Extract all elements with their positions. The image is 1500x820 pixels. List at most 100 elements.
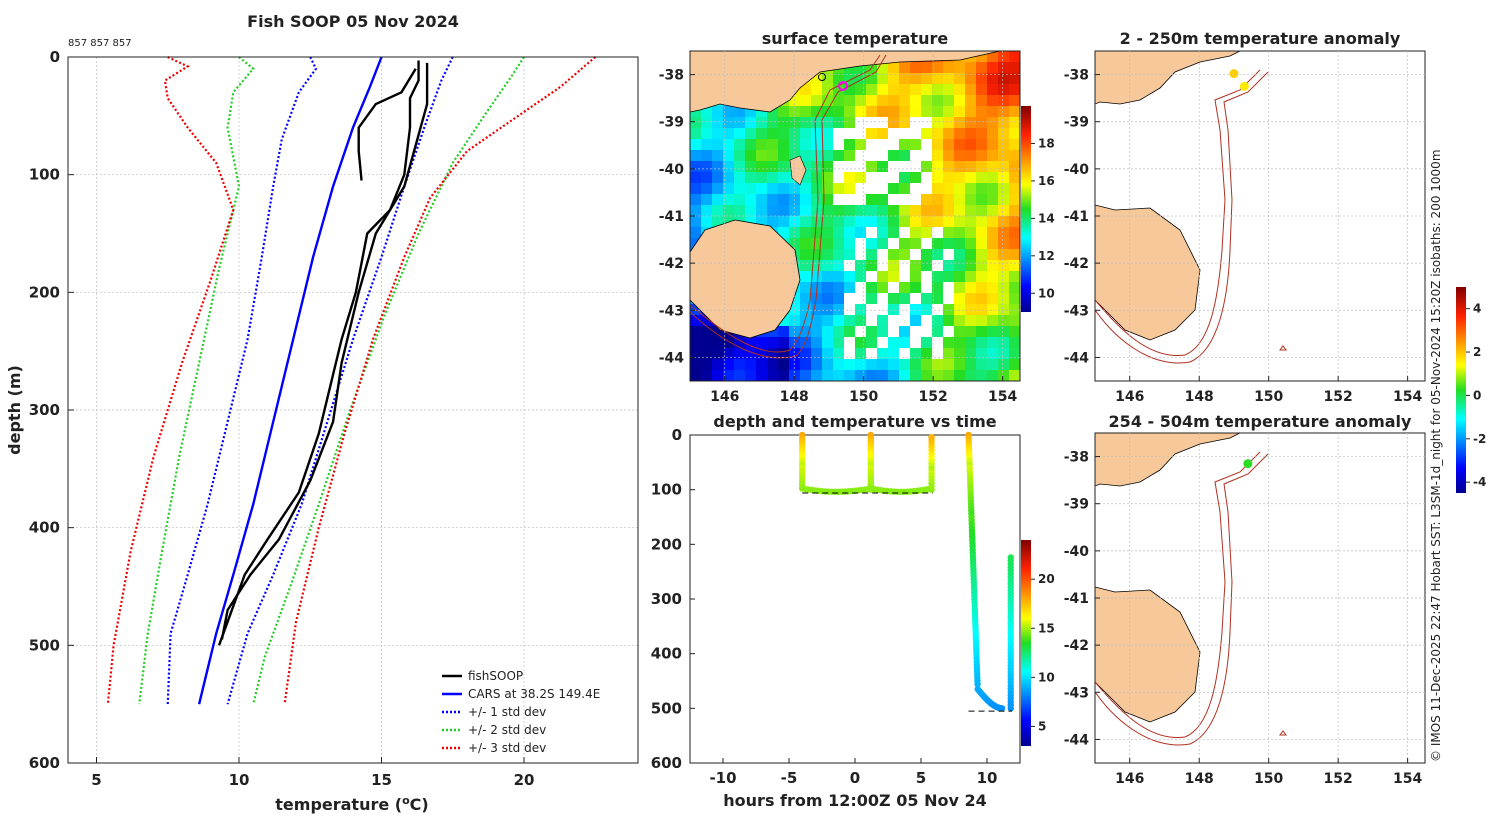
sst-pixel bbox=[998, 337, 1010, 349]
sst-pixel bbox=[811, 370, 823, 381]
timeseries-x-tick-label: 0 bbox=[850, 769, 860, 787]
sst-pixel bbox=[756, 183, 768, 195]
sst-pixel bbox=[844, 73, 856, 85]
sst-pixel bbox=[745, 161, 757, 173]
sst-pixel bbox=[866, 337, 878, 349]
sst-pixel bbox=[954, 128, 966, 140]
sst-pixel bbox=[745, 172, 757, 184]
sst-pixel bbox=[910, 271, 922, 283]
profile-series-fishsoop-down bbox=[217, 60, 420, 646]
sst-pixel bbox=[822, 95, 834, 107]
sst-pixel bbox=[822, 315, 834, 327]
sst-pixel bbox=[866, 139, 878, 151]
sst-pixel bbox=[1009, 183, 1020, 195]
sst-pixel bbox=[844, 359, 856, 371]
map-lat-tick-label: -39 bbox=[659, 115, 684, 131]
sst-pixel bbox=[998, 348, 1010, 360]
sst-pixel bbox=[866, 216, 878, 228]
sst-pixel bbox=[866, 260, 878, 272]
sst-pixel bbox=[888, 216, 900, 228]
sst-pixel bbox=[866, 161, 878, 173]
sst-pixel bbox=[778, 326, 790, 338]
sst-pixel bbox=[910, 117, 922, 129]
sst-pixel bbox=[833, 271, 845, 283]
sst-pixel bbox=[888, 348, 900, 360]
sst-pixel bbox=[756, 172, 768, 184]
sst-pixel bbox=[921, 282, 933, 294]
sst-pixel bbox=[932, 249, 944, 261]
sst-pixel bbox=[789, 315, 801, 327]
sst-pixel bbox=[954, 84, 966, 96]
sst-pixel bbox=[833, 106, 845, 118]
sst-pixel bbox=[767, 359, 779, 371]
sst-pixel bbox=[976, 172, 988, 184]
sst-pixel bbox=[987, 194, 999, 206]
sst-pixel bbox=[921, 194, 933, 206]
sst-pixel bbox=[943, 216, 955, 228]
sst-pixel bbox=[723, 139, 735, 151]
sst-pixel bbox=[866, 172, 878, 184]
map-lat-tick-label: -43 bbox=[1064, 303, 1089, 319]
sst-pixel bbox=[899, 359, 911, 371]
sst-pixel bbox=[789, 150, 801, 162]
sst-pixel bbox=[866, 359, 878, 371]
sst-pixel bbox=[954, 304, 966, 316]
timeseries-y-tick-label: 400 bbox=[651, 645, 682, 663]
sst-pixel bbox=[844, 260, 856, 272]
anomaly-point bbox=[1229, 69, 1239, 79]
timeseries-y-tick-label: 600 bbox=[651, 754, 682, 772]
sst-pixel bbox=[965, 337, 977, 349]
sst-pixel bbox=[877, 194, 889, 206]
sst-pixel bbox=[866, 348, 878, 360]
sst-pixel bbox=[954, 227, 966, 239]
map-lat-tick-label: -40 bbox=[659, 162, 685, 178]
sst-pixel bbox=[998, 183, 1010, 195]
sst-pixel bbox=[943, 348, 955, 360]
sst-pixel bbox=[932, 315, 944, 327]
sst-pixel bbox=[877, 161, 889, 173]
sst-pixel bbox=[811, 304, 823, 316]
sst-pixel bbox=[745, 370, 757, 381]
map-lat-tick-label: -40 bbox=[1064, 162, 1090, 178]
sst-pixel bbox=[844, 128, 856, 140]
sst-pixel bbox=[965, 95, 977, 107]
sst-pixel bbox=[943, 183, 955, 195]
sst-pixel bbox=[811, 117, 823, 129]
sst-pixel bbox=[921, 73, 933, 85]
sst-pixel bbox=[822, 348, 834, 360]
sst-pixel bbox=[855, 238, 867, 250]
colorbar-tick-label: 4 bbox=[1473, 302, 1481, 316]
sst-pixel bbox=[888, 183, 900, 195]
sst-pixel bbox=[877, 95, 889, 107]
sst-pixel bbox=[976, 205, 988, 217]
sst-pixel bbox=[932, 183, 944, 195]
sst-pixel bbox=[855, 62, 867, 74]
sst-pixel bbox=[778, 315, 790, 327]
sst-pixel bbox=[822, 282, 834, 294]
sst-pixel bbox=[866, 315, 878, 327]
sst-pixel bbox=[987, 359, 999, 371]
sst-pixel bbox=[954, 161, 966, 173]
sst-pixel bbox=[976, 106, 988, 118]
sst-pixel bbox=[723, 150, 735, 162]
timeseries-x-tick-label: 10 bbox=[977, 769, 998, 787]
sst-pixel bbox=[690, 227, 702, 239]
sst-pixel bbox=[899, 183, 911, 195]
sst-pixel bbox=[701, 348, 713, 360]
map-lat-tick-label: -38 bbox=[1064, 68, 1089, 84]
sst-pixel bbox=[998, 315, 1010, 327]
sst-pixel bbox=[855, 282, 867, 294]
sst-pixel bbox=[998, 227, 1010, 239]
sst-pixel bbox=[899, 227, 911, 239]
map-lat-tick-label: -44 bbox=[659, 350, 685, 366]
sst-pixel bbox=[877, 106, 889, 118]
map-lat-tick-label: -42 bbox=[1064, 256, 1089, 272]
sst-pixel bbox=[965, 326, 977, 338]
sst-pixel bbox=[910, 238, 922, 250]
sst-pixel bbox=[811, 139, 823, 151]
sst-pixel bbox=[910, 150, 922, 162]
sst-pixel bbox=[976, 73, 988, 85]
sst-pixel bbox=[712, 326, 724, 338]
map-lat-tick-label: -44 bbox=[1064, 732, 1090, 748]
sst-pixel bbox=[844, 282, 856, 294]
